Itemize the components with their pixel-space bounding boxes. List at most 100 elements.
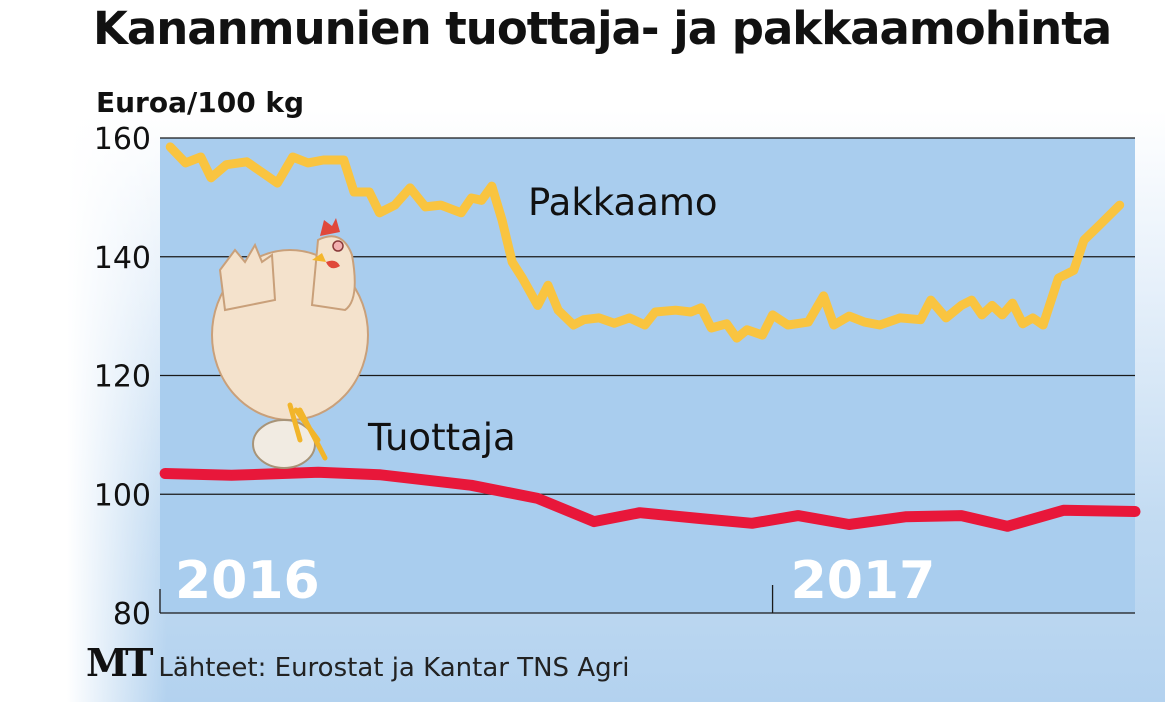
data-point xyxy=(710,327,712,329)
data-point xyxy=(470,197,472,199)
series-label-tuottaja: Tuottaja xyxy=(367,416,516,459)
hen-illustration xyxy=(211,218,369,469)
data-point xyxy=(675,309,677,311)
data-point xyxy=(613,322,615,324)
data-point xyxy=(751,522,753,524)
mt-logo: MT xyxy=(86,640,153,685)
data-point xyxy=(848,524,850,526)
data-point xyxy=(521,277,523,279)
data-point xyxy=(690,311,692,313)
data-point xyxy=(654,311,656,313)
data-point xyxy=(700,307,702,309)
data-point xyxy=(379,474,381,476)
data-point xyxy=(481,199,483,201)
data-point xyxy=(981,314,983,316)
data-point xyxy=(537,304,539,306)
data-point xyxy=(1011,302,1013,304)
data-point xyxy=(863,321,865,323)
data-point xyxy=(557,309,559,311)
data-point xyxy=(833,324,835,326)
data-point xyxy=(1063,509,1065,511)
data-point xyxy=(848,315,850,317)
data-point xyxy=(368,191,370,193)
data-point xyxy=(424,206,426,208)
data-point xyxy=(185,162,187,164)
data-point xyxy=(726,323,728,325)
data-point xyxy=(700,518,702,520)
data-point xyxy=(644,324,646,326)
chart-title: Kananmunien tuottaja- ja pakkaamohinta xyxy=(93,2,1112,55)
data-point xyxy=(379,212,381,214)
data-point xyxy=(1001,314,1003,316)
data-point xyxy=(501,219,503,221)
data-point xyxy=(807,321,809,323)
data-point xyxy=(547,284,549,286)
data-point xyxy=(736,337,738,339)
data-point xyxy=(460,212,462,214)
data-point xyxy=(1057,277,1059,279)
data-point xyxy=(971,299,973,301)
data-point xyxy=(394,204,396,206)
data-point xyxy=(317,471,319,473)
data-point xyxy=(797,515,799,517)
data-point xyxy=(746,329,748,331)
data-point xyxy=(276,182,278,184)
year-label: 2016 xyxy=(175,551,320,611)
data-point xyxy=(343,159,345,161)
data-point xyxy=(598,317,600,319)
data-point xyxy=(879,324,881,326)
data-point xyxy=(511,261,513,263)
data-point xyxy=(772,314,774,316)
y-tick-label: 120 xyxy=(94,360,151,395)
data-point xyxy=(1006,525,1008,527)
data-point xyxy=(1042,324,1044,326)
source-footer: MT Lähteet: Eurostat ja Kantar TNS Agri xyxy=(86,640,630,685)
data-point xyxy=(945,317,947,319)
series-label-pakkaamo: Pakkaamo xyxy=(528,181,718,224)
data-point xyxy=(823,295,825,297)
data-point xyxy=(960,304,962,306)
data-point xyxy=(629,317,631,319)
data-point xyxy=(593,521,595,523)
data-point xyxy=(1098,224,1100,226)
data-point xyxy=(960,515,962,517)
data-point xyxy=(491,185,493,187)
data-point xyxy=(1119,204,1121,206)
data-point xyxy=(787,324,789,326)
data-point xyxy=(1083,239,1085,241)
y-tick-label: 160 xyxy=(94,122,151,157)
data-point xyxy=(1073,269,1075,271)
source-text: Lähteet: Eurostat ja Kantar TNS Agri xyxy=(158,653,630,683)
data-point xyxy=(761,334,763,336)
y-axis-label: Euroa/100 kg xyxy=(96,86,305,119)
data-point xyxy=(230,474,232,476)
data-point xyxy=(572,324,574,326)
y-tick-label: 80 xyxy=(113,597,151,632)
data-point xyxy=(1032,317,1034,319)
data-point xyxy=(1022,323,1024,325)
data-point xyxy=(930,299,932,301)
data-point xyxy=(920,319,922,321)
data-point xyxy=(583,319,585,321)
data-point xyxy=(470,484,472,486)
data-point xyxy=(246,161,248,163)
data-point xyxy=(307,162,309,164)
data-point xyxy=(639,512,641,514)
year-label: 2017 xyxy=(791,551,936,611)
data-point xyxy=(210,177,212,179)
data-point xyxy=(409,187,411,189)
data-point xyxy=(904,516,906,518)
data-point xyxy=(169,146,171,148)
data-point xyxy=(164,472,166,474)
data-point xyxy=(200,156,202,158)
data-point xyxy=(537,497,539,499)
data-point xyxy=(991,304,993,306)
background-fade xyxy=(67,110,167,702)
data-point xyxy=(1134,510,1136,512)
data-point xyxy=(440,204,442,206)
y-tick-label: 140 xyxy=(94,241,151,276)
data-point xyxy=(899,317,901,319)
data-point xyxy=(353,191,355,193)
data-point xyxy=(322,159,324,161)
